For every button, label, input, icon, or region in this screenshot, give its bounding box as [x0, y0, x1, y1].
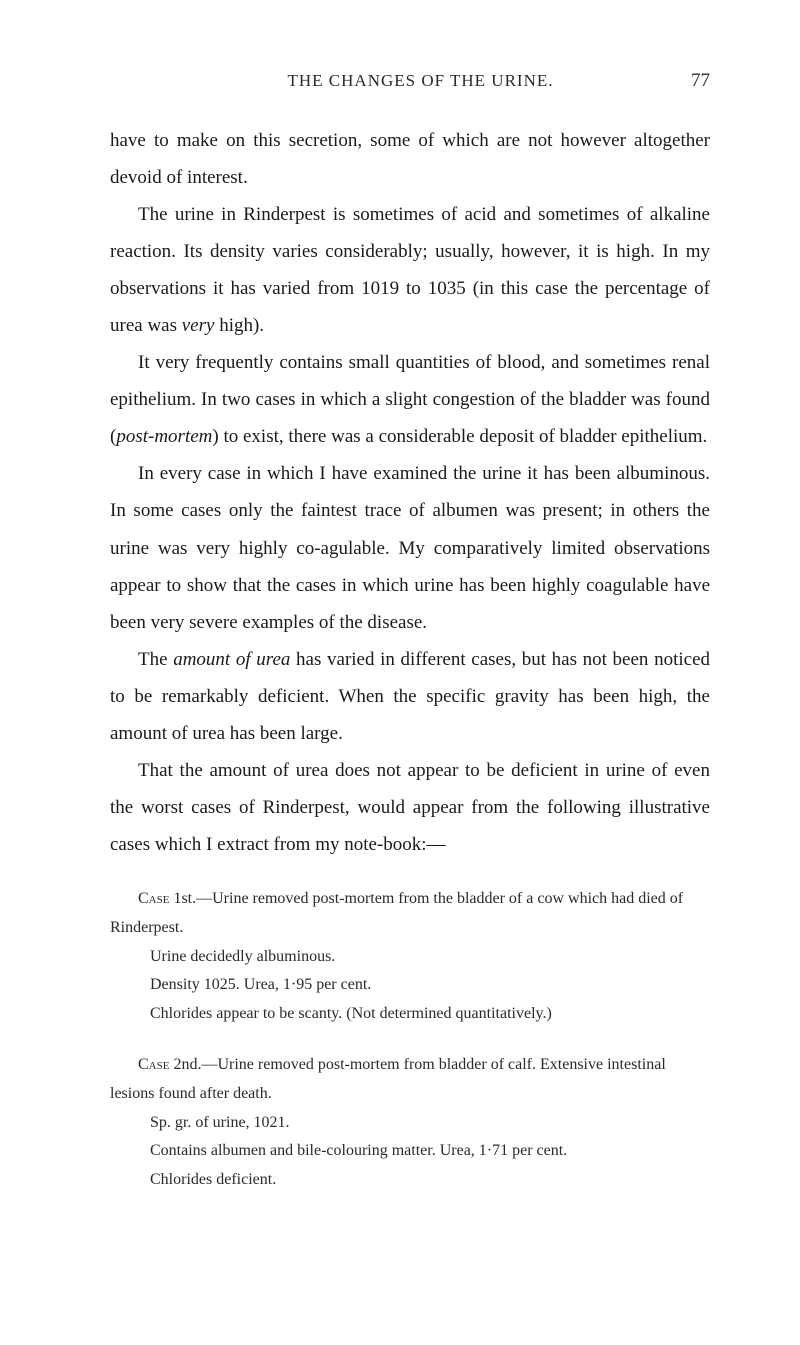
- paragraph-2: The urine in Rinderpest is sometimes of …: [110, 196, 710, 344]
- page-number: 77: [691, 70, 710, 92]
- case-2: Case 2nd.—Urine removed post-mortem from…: [110, 1051, 710, 1195]
- running-title: THE CHANGES OF THE URINE.: [150, 71, 691, 91]
- page-header: THE CHANGES OF THE URINE. 77: [110, 70, 710, 92]
- case-1-line-1: Urine decidedly albuminous.: [110, 943, 710, 972]
- body-text: have to make on this secretion, some of …: [110, 122, 710, 863]
- case-1-line-2: Density 1025. Urea, 1·95 per cent.: [110, 971, 710, 1000]
- case-1-header: Case 1st.—Urine removed post-mortem from…: [110, 885, 710, 943]
- case-1-line-3: Chlorides appear to be scanty. (Not dete…: [110, 1000, 710, 1029]
- paragraph-6: That the amount of urea does not appear …: [110, 752, 710, 863]
- paragraph-4: In every case in which I have examined t…: [110, 455, 710, 640]
- case-2-line-1: Sp. gr. of urine, 1021.: [110, 1109, 710, 1138]
- paragraph-1: have to make on this secretion, some of …: [110, 122, 710, 196]
- paragraph-5: The amount of urea has varied in differe…: [110, 641, 710, 752]
- paragraph-3: It very frequently contains small quanti…: [110, 344, 710, 455]
- case-1: Case 1st.—Urine removed post-mortem from…: [110, 885, 710, 1029]
- case-2-line-2: Contains albumen and bile-colouring matt…: [110, 1137, 710, 1166]
- case-2-line-3: Chlorides deficient.: [110, 1166, 710, 1195]
- case-2-header: Case 2nd.—Urine removed post-mortem from…: [110, 1051, 710, 1109]
